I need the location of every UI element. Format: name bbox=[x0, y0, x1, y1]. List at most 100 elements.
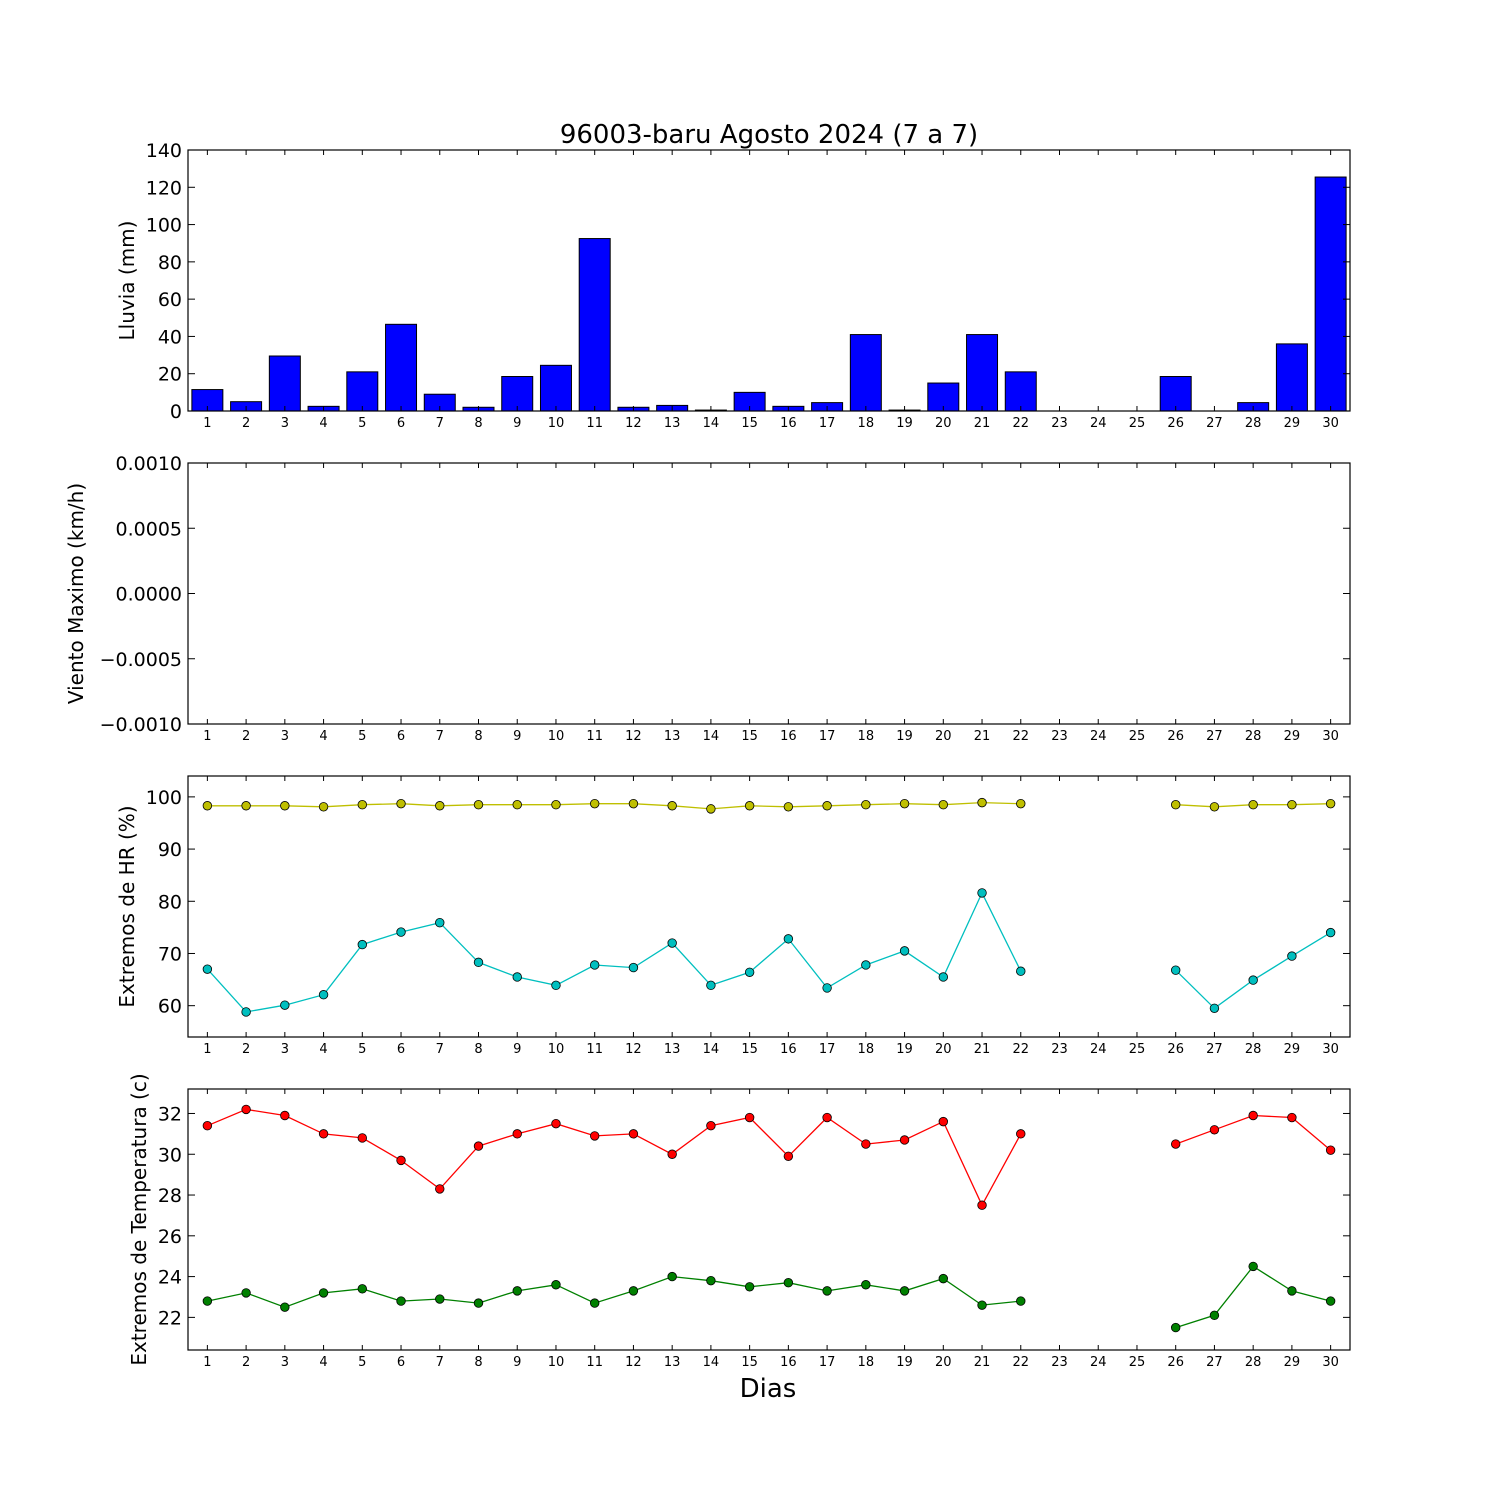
data-point bbox=[667, 801, 677, 811]
plot-frame bbox=[187, 775, 1351, 1038]
y-axis-label: Lluvia (mm) bbox=[115, 221, 139, 341]
x-tick-label: 12 bbox=[625, 1042, 642, 1057]
x-tick-label: 13 bbox=[664, 729, 681, 744]
data-point bbox=[899, 1286, 910, 1296]
x-tick-label: 26 bbox=[1167, 416, 1184, 431]
x-tick-label: 10 bbox=[548, 1042, 565, 1057]
data-point bbox=[396, 1296, 406, 1306]
y-tick-label: 70 bbox=[158, 943, 182, 965]
data-point bbox=[667, 1149, 677, 1159]
x-tick-label: 3 bbox=[281, 1355, 289, 1370]
series-line bbox=[207, 1275, 1021, 1308]
data-point bbox=[1287, 800, 1297, 810]
x-tick-label: 5 bbox=[358, 416, 366, 431]
data-point bbox=[473, 800, 484, 810]
data-point bbox=[706, 1121, 716, 1131]
data-point bbox=[822, 801, 832, 811]
data-point bbox=[590, 798, 600, 809]
x-tick-label: 8 bbox=[474, 1042, 482, 1057]
data-point bbox=[1170, 1139, 1181, 1149]
x-tick-label: 24 bbox=[1090, 1355, 1107, 1370]
data-point bbox=[667, 1271, 677, 1282]
data-point bbox=[590, 1298, 600, 1308]
y-tick-label: 24 bbox=[158, 1267, 182, 1289]
data-point bbox=[590, 1131, 600, 1141]
x-tick-label: 18 bbox=[858, 1042, 875, 1057]
x-tick-label: 3 bbox=[281, 729, 289, 744]
x-tick-label: 27 bbox=[1206, 1355, 1223, 1370]
rain-bar bbox=[346, 371, 379, 412]
data-point bbox=[1209, 802, 1220, 812]
x-tick-label: 30 bbox=[1322, 1355, 1339, 1370]
data-point bbox=[318, 802, 329, 812]
x-tick-label: 8 bbox=[474, 1355, 482, 1370]
data-point bbox=[1016, 1296, 1026, 1306]
y-axis-label: Extremos de Temperatura (c) bbox=[127, 1073, 151, 1365]
data-point bbox=[938, 972, 949, 982]
data-point bbox=[1287, 1112, 1297, 1123]
x-tick-label: 17 bbox=[819, 729, 836, 744]
x-tick-label: 8 bbox=[474, 729, 482, 744]
data-point bbox=[280, 1302, 290, 1312]
x-tick-label: 20 bbox=[935, 729, 952, 744]
data-point bbox=[899, 798, 910, 809]
data-point bbox=[357, 1284, 368, 1294]
y-tick-label: 0.0010 bbox=[116, 453, 182, 475]
y-tick-label: 0.0000 bbox=[116, 584, 182, 606]
x-tick-label: 11 bbox=[586, 1042, 603, 1057]
x-tick-label: 5 bbox=[358, 729, 366, 744]
y-tick-label: 32 bbox=[158, 1103, 182, 1125]
data-point bbox=[1016, 966, 1026, 976]
x-tick-label: 26 bbox=[1167, 729, 1184, 744]
data-point bbox=[202, 1296, 213, 1306]
y-tick-label: 26 bbox=[158, 1226, 182, 1248]
rain-bar bbox=[1004, 371, 1037, 412]
x-tick-label: 7 bbox=[436, 416, 444, 431]
x-tick-label: 1 bbox=[203, 1042, 211, 1057]
data-point bbox=[280, 1000, 290, 1010]
data-point bbox=[1170, 1322, 1181, 1333]
x-tick-label: 27 bbox=[1206, 1042, 1223, 1057]
x-tick-label: 4 bbox=[319, 1355, 327, 1370]
data-point bbox=[938, 800, 949, 810]
x-tick-label: 28 bbox=[1245, 1355, 1262, 1370]
y-tick-label: 140 bbox=[146, 140, 182, 162]
x-tick-label: 2 bbox=[242, 416, 250, 431]
x-tick-label: 17 bbox=[819, 416, 836, 431]
data-point bbox=[1325, 1296, 1336, 1306]
series-line bbox=[206, 891, 1022, 1013]
x-tick-label: 23 bbox=[1051, 416, 1068, 431]
data-point bbox=[783, 1278, 794, 1288]
x-tick-label: 24 bbox=[1090, 416, 1107, 431]
x-tick-label: 26 bbox=[1167, 1042, 1184, 1057]
x-tick-label: 11 bbox=[586, 416, 603, 431]
rain-panel: 1 2 3 4 5 6 7 8 9 10 11 12 13 14 15 16 17 18 19 20 21 22 23 24 2… bbox=[115, 140, 1351, 431]
x-tick-label: 18 bbox=[858, 416, 875, 431]
data-point bbox=[357, 1133, 368, 1143]
data-point bbox=[822, 1286, 832, 1296]
series-line bbox=[207, 801, 1021, 810]
x-tick-label: 29 bbox=[1284, 729, 1301, 744]
data-point bbox=[551, 800, 561, 810]
x-tick-label: 22 bbox=[1012, 416, 1029, 431]
data-point bbox=[628, 1286, 639, 1296]
data-point bbox=[628, 1129, 639, 1139]
x-tick-label: 12 bbox=[625, 416, 642, 431]
x-tick-label: 21 bbox=[974, 1355, 991, 1370]
x-tick-label: 29 bbox=[1284, 1042, 1301, 1057]
rain-bar bbox=[539, 364, 572, 412]
x-tick-label: 7 bbox=[436, 729, 444, 744]
y-tick-label: 90 bbox=[158, 839, 182, 861]
plot-area bbox=[188, 776, 1350, 1037]
data-point bbox=[822, 1112, 832, 1123]
x-tick-label: 21 bbox=[974, 1042, 991, 1057]
x-tick-label: 15 bbox=[741, 729, 758, 744]
y-axis-label: Extremos de HR (%) bbox=[115, 805, 139, 1007]
x-tick-label: 3 bbox=[281, 1042, 289, 1057]
data-point bbox=[357, 800, 368, 810]
rain-bar bbox=[268, 355, 301, 412]
data-point bbox=[318, 990, 329, 1000]
data-point bbox=[1209, 1310, 1220, 1321]
data-point bbox=[977, 797, 987, 808]
data-point bbox=[551, 1118, 561, 1129]
